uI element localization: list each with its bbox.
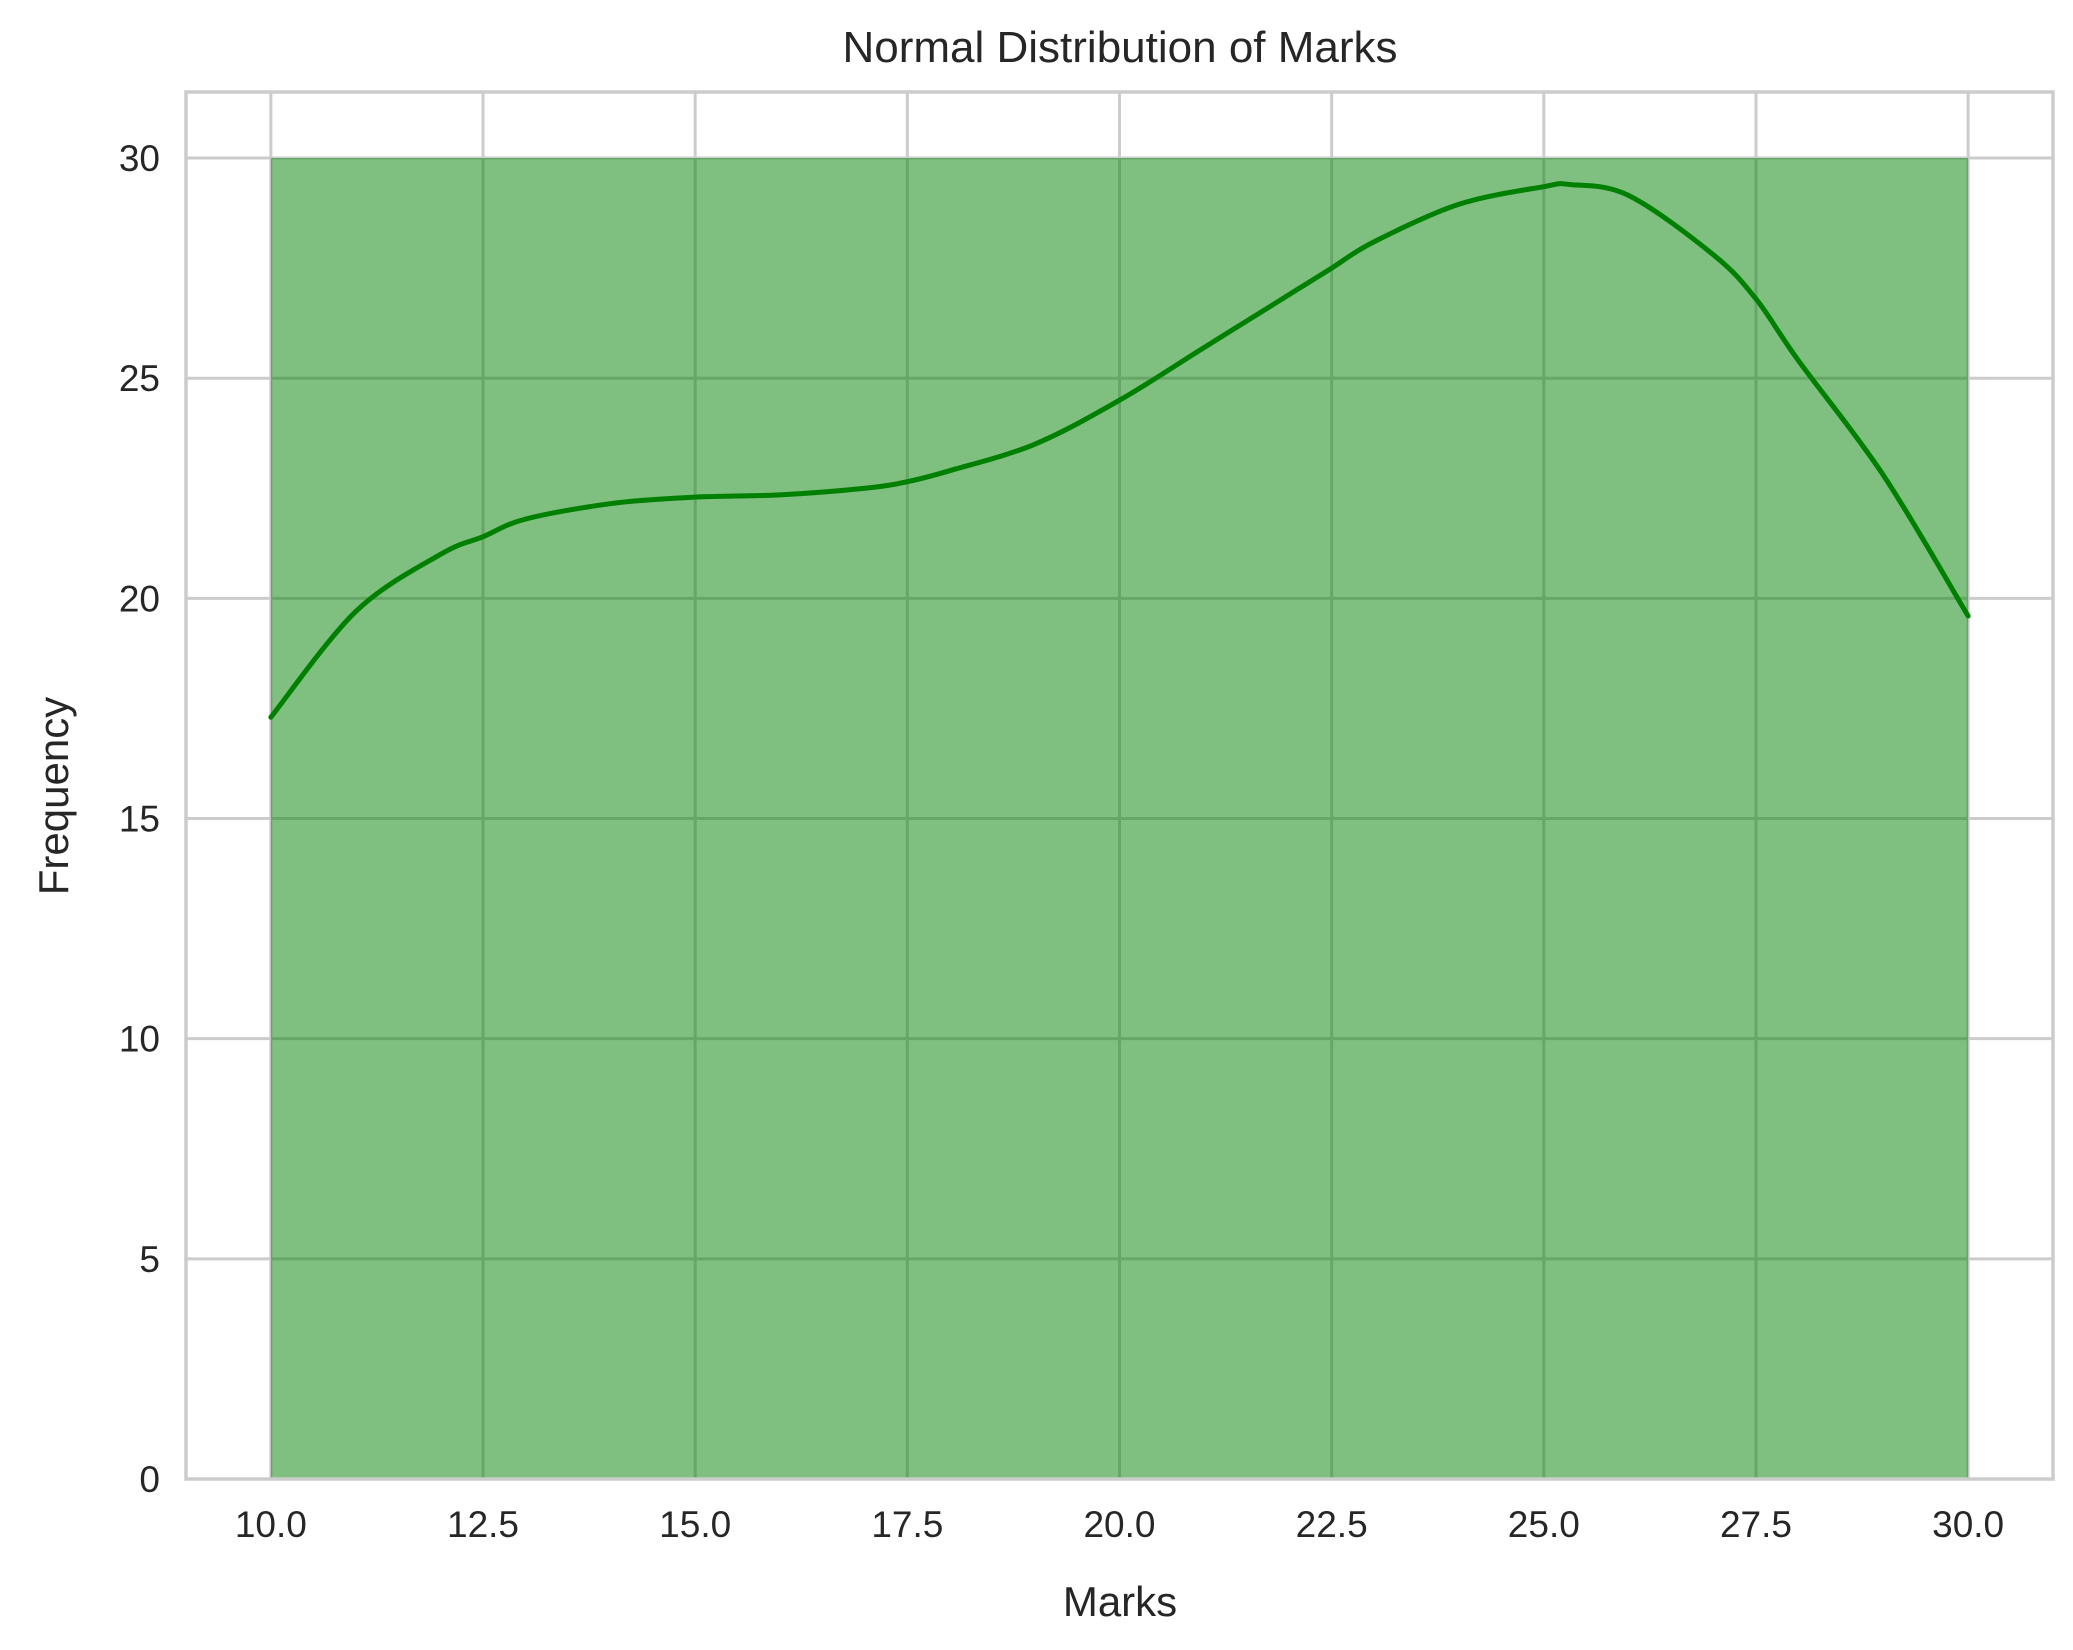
x-tick-label: 10.0: [235, 1504, 307, 1545]
x-tick-label: 25.0: [1508, 1504, 1580, 1545]
y-tick-label: 0: [139, 1459, 160, 1500]
y-tick-label: 25: [119, 358, 160, 399]
x-tick-label: 20.0: [1083, 1504, 1155, 1545]
axes-frame: [184, 90, 2055, 1481]
y-tick-label: 30: [119, 138, 160, 179]
chart-title: Normal Distribution of Marks: [842, 23, 1397, 72]
y-tick-label: 20: [119, 578, 160, 619]
kde-curve: [268, 181, 1971, 720]
x-tick-label: 30.0: [1932, 1504, 2004, 1545]
y-axis-title: Frequency: [30, 697, 77, 895]
x-tick-label: 27.5: [1720, 1504, 1792, 1545]
x-tick-label: 22.5: [1296, 1504, 1368, 1545]
y-tick-label: 10: [119, 1019, 160, 1060]
x-tick-label: 12.5: [447, 1504, 519, 1545]
histogram-bar: [270, 158, 1969, 1480]
y-tick-label: 5: [139, 1239, 160, 1280]
kde-line: [268, 181, 1971, 720]
x-tick-label: 17.5: [871, 1504, 943, 1545]
y-tick-label: 15: [119, 799, 160, 840]
x-tick-label: 15.0: [659, 1504, 731, 1545]
y-axis-ticks: 0 5 10 15 20 25 30: [119, 138, 160, 1500]
x-axis-title: Marks: [1063, 1578, 1177, 1625]
x-axis-ticks: 10.0 12.5 15.0 17.5 20.0 22.5 25.0 27.5 30.0: [235, 1504, 2004, 1545]
axes-border: [184, 90, 2055, 1481]
histogram-bars: [270, 158, 1969, 1480]
